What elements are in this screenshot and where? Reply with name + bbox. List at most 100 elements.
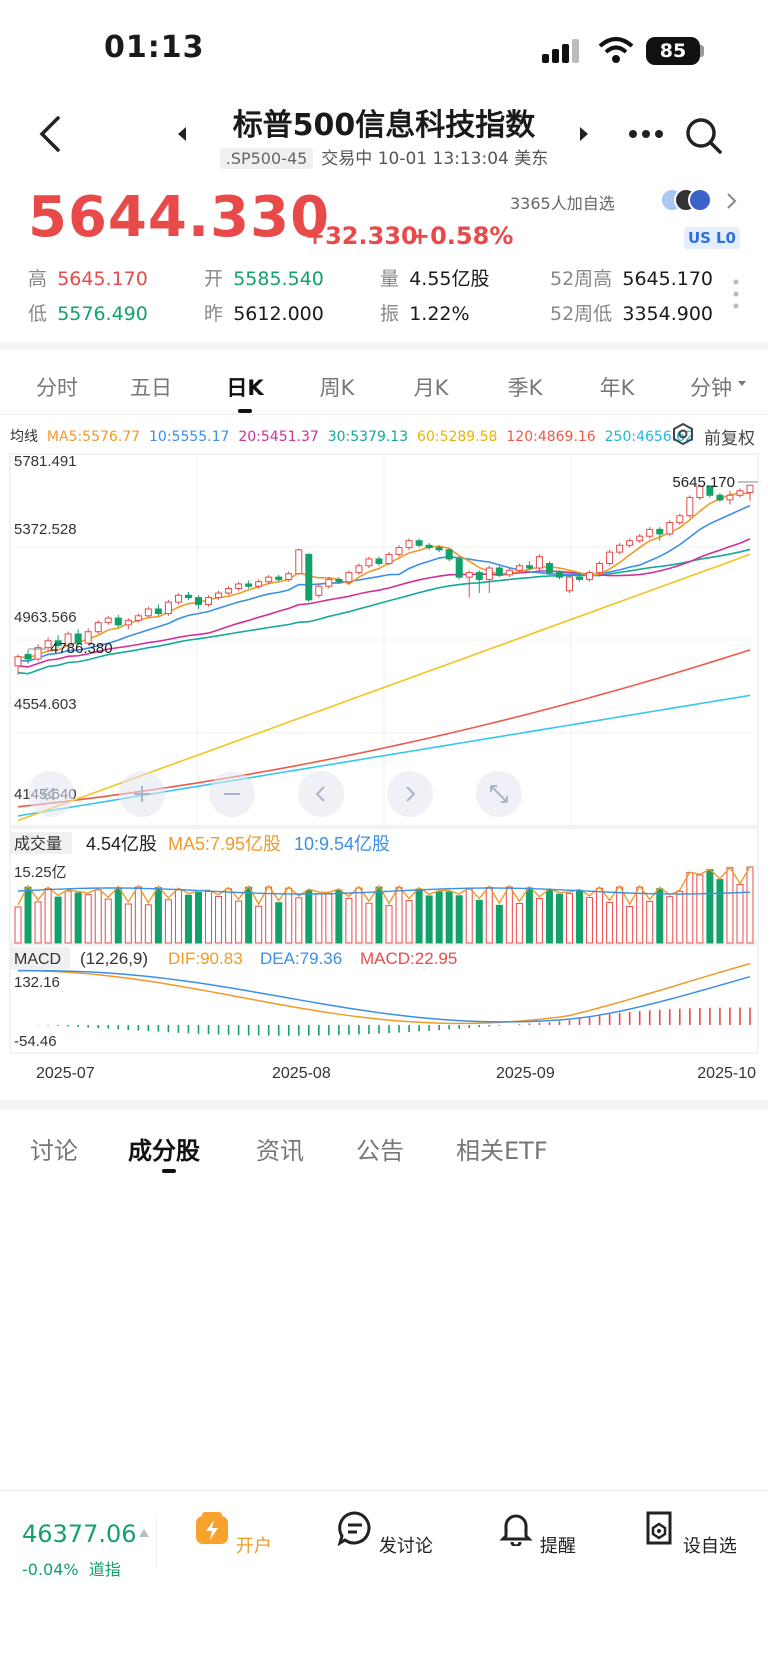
tab-news[interactable]: 资讯 — [256, 1137, 304, 1165]
back-icon[interactable] — [36, 114, 64, 154]
candle — [656, 528, 664, 535]
candle — [596, 562, 604, 574]
stat-volume: 量 4.55亿股 — [380, 268, 490, 290]
next-stock-icon[interactable] — [578, 126, 590, 142]
chevron-left-icon[interactable] — [298, 771, 344, 817]
volume-bar — [676, 890, 684, 944]
settings-icon[interactable] — [672, 423, 694, 445]
volume-bar — [225, 888, 233, 944]
volume-bar — [104, 898, 112, 944]
volume-bar — [475, 899, 483, 944]
volume-bar — [726, 867, 734, 944]
candle — [205, 597, 213, 605]
watcher-avatars[interactable] — [660, 186, 718, 214]
more-icon[interactable] — [628, 128, 664, 140]
candle — [495, 567, 503, 576]
volume-bar — [245, 886, 253, 944]
volume-bar — [525, 887, 533, 944]
ma10-value: 10:5555.17 — [149, 429, 230, 445]
signal-icon — [542, 39, 579, 63]
candle — [736, 490, 744, 496]
zoom-in-icon[interactable] — [119, 771, 165, 817]
candle — [84, 631, 92, 644]
candle — [646, 528, 654, 537]
volume-bar — [315, 893, 323, 944]
volume-bar — [84, 894, 92, 944]
candle — [686, 497, 694, 517]
tab-minute[interactable]: 分钟 — [690, 376, 732, 400]
tab-5day[interactable]: 五日 — [130, 376, 172, 400]
dow-index-change[interactable]: -0.04% 道指 — [22, 1560, 121, 1579]
tab-constituents[interactable]: 成分股 — [128, 1137, 200, 1165]
tab-related-etf[interactable]: 相关ETF — [456, 1137, 548, 1165]
stat-prev-close: 昨 5612.000 — [204, 303, 324, 325]
candle — [265, 576, 273, 583]
volume-bar — [54, 896, 62, 944]
post-discussion-button[interactable]: 发讨论 — [335, 1510, 435, 1558]
volume-bar — [134, 886, 142, 944]
candle — [365, 558, 373, 567]
expand-icon[interactable] — [476, 771, 522, 817]
macd-dif-line — [17, 962, 751, 1025]
chevron-right-icon[interactable] — [726, 192, 738, 210]
candle — [566, 576, 574, 592]
volume-bar — [656, 888, 664, 944]
candle — [295, 549, 303, 575]
volume-bar — [285, 887, 293, 944]
price-axis-label: 4554.603 — [14, 696, 77, 713]
volume-bar — [205, 891, 213, 944]
volume-bar — [74, 892, 82, 944]
adjust-toggle[interactable]: 前复权 — [704, 429, 755, 449]
tab-yearly-k[interactable]: 年K — [599, 376, 635, 400]
open-account-button[interactable]: 开户 — [183, 1510, 283, 1558]
tab-discussion[interactable]: 讨论 — [30, 1137, 78, 1165]
candle — [255, 581, 263, 587]
candle — [726, 494, 734, 501]
macd-label-bg — [10, 947, 70, 969]
zoom-out-icon[interactable] — [209, 771, 255, 817]
watchers-count[interactable]: 3365人加自选 — [510, 194, 615, 213]
volume-bar — [576, 890, 584, 944]
chevron-right-icon[interactable] — [387, 771, 433, 817]
candle — [586, 572, 594, 580]
tab-monthly-k[interactable]: 月K — [413, 376, 449, 400]
candle — [405, 540, 413, 549]
candle — [626, 540, 634, 546]
volume-bar — [114, 887, 122, 944]
stat-high: 高 5645.170 — [28, 268, 148, 290]
dow-index-value[interactable]: 46377.06 — [22, 1520, 137, 1548]
search-icon[interactable] — [684, 116, 724, 156]
prev-stock-icon[interactable] — [176, 126, 188, 142]
rewind-icon[interactable] — [28, 771, 74, 817]
candle — [164, 601, 172, 615]
ma30-value: 30:5379.13 — [327, 429, 409, 445]
volume-bar — [696, 874, 704, 944]
candle — [385, 553, 393, 564]
tab-weekly-k[interactable]: 周K — [319, 376, 355, 400]
volume-bar — [566, 892, 574, 944]
volume-bar — [415, 888, 423, 944]
volume-bar — [636, 886, 644, 944]
tab-daily-k[interactable]: 日K — [226, 376, 264, 400]
macd-dea: DEA:79.36 — [260, 949, 342, 968]
add-watchlist-button[interactable]: 设自选 — [639, 1510, 739, 1558]
volume-bar — [385, 905, 393, 944]
volume-bar — [746, 866, 754, 944]
tab-intraday[interactable]: 分时 — [36, 376, 78, 400]
volume-bar — [706, 869, 714, 944]
header-subtitle: .SP500-45 交易中 10-01 13:13:04 美东 — [0, 144, 768, 169]
tab-quarterly-k[interactable]: 季K — [507, 376, 543, 400]
battery-cap — [700, 45, 704, 57]
footer-divider — [156, 1518, 157, 1568]
more-stats-icon[interactable] — [732, 278, 740, 310]
candle — [425, 544, 433, 549]
volume-bar — [215, 895, 223, 944]
chevron-down-icon[interactable] — [737, 380, 747, 388]
macd-dea-line — [17, 969, 751, 1023]
candle — [34, 647, 42, 660]
control-glyph — [490, 785, 508, 803]
control-button-bg — [28, 771, 74, 817]
alert-button[interactable]: 提醒 — [487, 1510, 587, 1558]
tab-announcements[interactable]: 公告 — [356, 1137, 404, 1165]
kline-chart[interactable]: 5781.4915372.5284963.5664554.6034145.640… — [0, 448, 768, 1098]
